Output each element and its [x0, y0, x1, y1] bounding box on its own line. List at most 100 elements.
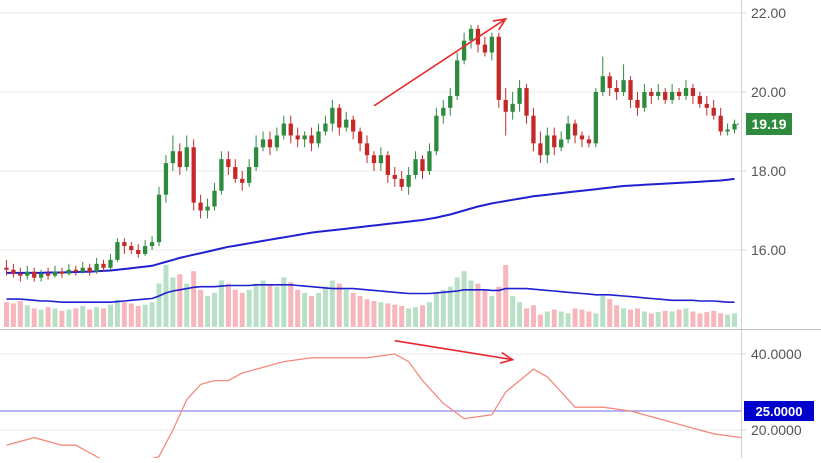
candle [517, 80, 522, 112]
candle [38, 269, 44, 282]
candle [524, 84, 529, 124]
candle-body [260, 139, 266, 148]
volume-bar [711, 310, 717, 327]
volume-bar [378, 302, 384, 327]
volume-bar [260, 280, 266, 327]
candle [656, 84, 661, 100]
candle-body [330, 107, 335, 124]
candle-body [683, 88, 689, 96]
candle [316, 123, 321, 148]
volume-bar [544, 311, 550, 327]
candle [468, 24, 474, 49]
indicator-tick-label: 20.0000 [751, 422, 802, 438]
volume-bar [725, 314, 731, 327]
price-tick-label: 22.00 [751, 5, 786, 21]
candle [184, 135, 189, 171]
candle-body [288, 123, 293, 136]
candle [448, 88, 453, 116]
volume-bar [191, 271, 197, 327]
candle [226, 151, 231, 175]
volume-bar [482, 289, 488, 327]
candle [295, 127, 300, 148]
price-arrow-head [492, 17, 508, 31]
candle [725, 123, 730, 136]
volume-ma-line [6, 283, 735, 304]
candle-body [628, 80, 633, 100]
candle-body [357, 131, 363, 144]
volume-bar [232, 289, 238, 327]
volume-bar [198, 289, 204, 327]
candle-body [545, 135, 550, 156]
candle-body [663, 92, 668, 100]
volume-bar [343, 289, 349, 327]
candle-body [399, 178, 404, 187]
candle-body [66, 269, 72, 274]
volume-bar [426, 302, 432, 327]
price-tick-label: 20.00 [751, 84, 786, 100]
grid-lines [0, 12, 741, 431]
threshold-badge [744, 401, 814, 421]
volume-bar [718, 313, 724, 327]
candle [385, 151, 390, 183]
candle [163, 155, 169, 203]
candle [115, 238, 120, 262]
candle-body [274, 135, 280, 148]
volume-bar [669, 311, 675, 327]
candle-body [59, 271, 65, 274]
candle [600, 56, 605, 96]
volume-bar [73, 308, 79, 327]
candle [697, 92, 703, 108]
candle-body [94, 263, 99, 272]
volume-bar [690, 311, 696, 327]
volume-bar [350, 292, 356, 327]
candle-body [149, 242, 155, 247]
candle [11, 263, 16, 278]
candle-body [669, 92, 675, 100]
candle [18, 267, 23, 282]
candle-body [351, 119, 356, 132]
volume-bar [371, 300, 377, 327]
candle [80, 261, 85, 274]
candle [593, 88, 599, 148]
indicator-trend-arrow [394, 339, 515, 364]
volume-bar [135, 305, 141, 327]
candle-body [267, 139, 273, 148]
candle-body [503, 99, 508, 112]
candle [434, 107, 439, 156]
candle-body [226, 159, 231, 168]
candle [552, 127, 557, 156]
candle [565, 115, 571, 144]
candle-body [538, 143, 543, 156]
candle [170, 135, 176, 171]
candle-body [656, 92, 661, 96]
price-axis-ticks: 22.00 20.00 18.00 16.00 [741, 5, 786, 258]
volume-bar [551, 309, 557, 327]
candle [371, 151, 377, 171]
candle-body [642, 92, 647, 108]
volume-bar [121, 302, 127, 327]
volume-bar [107, 304, 113, 327]
candle [718, 107, 723, 136]
indicator-arrow-head [499, 351, 515, 364]
candle-body [240, 178, 245, 183]
candle-body [524, 88, 529, 116]
candle-body [45, 273, 51, 276]
candle [357, 127, 363, 152]
candle-body [170, 151, 176, 164]
candle [337, 103, 342, 136]
candle-body [184, 147, 189, 168]
candle-body [607, 76, 612, 89]
volume-bar [267, 284, 273, 327]
volume-bar [517, 302, 523, 327]
volume-bar [440, 289, 446, 327]
candle [52, 265, 58, 278]
candle-body [468, 28, 474, 41]
volume-bar [87, 309, 93, 327]
candle [607, 72, 612, 96]
candle [399, 171, 404, 191]
candle-body [593, 92, 599, 144]
candle-body [371, 155, 377, 164]
